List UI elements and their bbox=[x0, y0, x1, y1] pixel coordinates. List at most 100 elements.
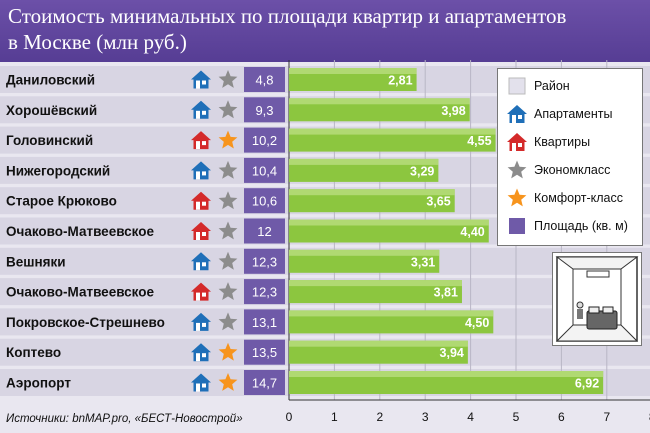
bar-value-label: 4,50 bbox=[465, 316, 489, 330]
x-tick-label: 8 bbox=[649, 410, 650, 424]
house-door bbox=[196, 110, 200, 119]
category-label: Очаково-Матвеевское bbox=[6, 285, 154, 300]
bar-value-label: 3,94 bbox=[440, 346, 464, 360]
area-label: 14,7 bbox=[252, 376, 277, 391]
star-shape bbox=[218, 342, 238, 361]
chart-title: Стоимость минимальных по площади квартир… bbox=[8, 3, 644, 55]
star-orange-icon bbox=[218, 373, 238, 391]
house-door bbox=[196, 292, 200, 301]
area-box bbox=[244, 218, 285, 244]
house-red-icon bbox=[507, 133, 527, 151]
area-label: 10,2 bbox=[252, 133, 277, 148]
star-gray-icon bbox=[218, 191, 238, 210]
house-door bbox=[196, 383, 200, 392]
district-swatch-icon bbox=[508, 77, 526, 95]
bar-value-label: 4,40 bbox=[460, 225, 484, 239]
x-tick-label: 0 bbox=[286, 410, 293, 424]
house-red-icon bbox=[191, 131, 211, 150]
house-blue-icon bbox=[191, 252, 211, 271]
legend-label-flats: Квартиры bbox=[534, 135, 591, 149]
house-window bbox=[202, 353, 206, 358]
area-label: 12 bbox=[257, 224, 271, 239]
star-shape bbox=[218, 100, 238, 119]
house-door bbox=[196, 322, 200, 331]
area-box bbox=[244, 279, 285, 305]
bar-highlight bbox=[289, 219, 489, 226]
bar-value-label: 3,29 bbox=[410, 164, 434, 178]
x-tick-label: 4 bbox=[467, 410, 474, 424]
legend-label-apartments: Апартаменты bbox=[534, 107, 613, 121]
area-box bbox=[244, 370, 285, 395]
category-label: Головинский bbox=[6, 133, 93, 148]
star-shape bbox=[218, 160, 238, 179]
house-window bbox=[202, 292, 206, 297]
category-label: Коптево bbox=[6, 345, 61, 360]
bar-highlight bbox=[289, 310, 494, 317]
legend-label-economy: Экономкласс bbox=[534, 163, 611, 177]
bar-value-label: 3,98 bbox=[441, 104, 465, 118]
star-shape bbox=[218, 221, 238, 240]
x-tick-label: 6 bbox=[558, 410, 565, 424]
star-shape bbox=[218, 312, 238, 331]
area-label: 4,8 bbox=[255, 73, 273, 88]
house-window bbox=[202, 110, 206, 115]
category-label: Хорошёвский bbox=[6, 103, 97, 118]
source-note: Источники: bnMAP.pro, «БЕСТ-Новострой» bbox=[6, 413, 243, 425]
area-label: 13,1 bbox=[252, 315, 277, 330]
title-line-1: Стоимость минимальных по площади квартир… bbox=[8, 4, 567, 28]
house-blue-icon bbox=[191, 70, 211, 89]
category-label: Вешняки bbox=[6, 254, 66, 269]
legend-label-comfort: Комфорт-класс bbox=[534, 191, 623, 205]
bar-value-label: 4,55 bbox=[467, 134, 491, 148]
house-door bbox=[196, 171, 200, 180]
category-label: Даниловский bbox=[6, 73, 95, 88]
house-blue-icon bbox=[507, 105, 527, 123]
area-box bbox=[244, 67, 285, 92]
bar-value-label: 3,65 bbox=[426, 195, 450, 209]
star-shape bbox=[218, 373, 238, 391]
area-box bbox=[244, 339, 285, 365]
bar-highlight bbox=[289, 340, 468, 347]
star-orange-icon bbox=[218, 342, 238, 361]
star-gray-icon bbox=[218, 251, 238, 270]
legend-item-flats: Квартиры bbox=[506, 131, 590, 153]
category-label: Покровское-Стрешнево bbox=[6, 315, 165, 330]
star-gray-icon bbox=[218, 160, 238, 179]
legend-item-area: Площадь (кв. м) bbox=[506, 215, 628, 237]
house-door bbox=[196, 80, 200, 89]
house-red-icon bbox=[191, 282, 211, 301]
x-tick-label: 5 bbox=[513, 410, 520, 424]
house-window bbox=[202, 141, 206, 146]
x-tick-label: 1 bbox=[331, 410, 338, 424]
house-door bbox=[196, 353, 200, 362]
star-shape bbox=[218, 191, 238, 210]
area-box bbox=[244, 309, 285, 335]
house-blue-icon bbox=[191, 312, 211, 331]
area-label: 12,3 bbox=[252, 254, 277, 269]
area-label: 10,4 bbox=[252, 163, 277, 178]
x-tick-label: 2 bbox=[376, 410, 383, 424]
category-label: Очаково-Матвеевское bbox=[6, 224, 154, 239]
category-label: Нижегородский bbox=[6, 163, 110, 178]
house-blue-icon bbox=[191, 100, 211, 119]
bar-highlight bbox=[289, 249, 440, 256]
house-blue-icon bbox=[191, 373, 211, 392]
title-line-2: в Москве (млн руб.) bbox=[8, 30, 187, 54]
area-box bbox=[244, 97, 285, 123]
legend-item-comfort: Комфорт-класс bbox=[506, 187, 623, 209]
house-window bbox=[202, 322, 206, 327]
area-label: 9,3 bbox=[255, 103, 273, 118]
legend-item-district: Район bbox=[506, 75, 570, 97]
bar-highlight bbox=[289, 280, 462, 287]
house-window bbox=[202, 171, 206, 176]
x-tick-label: 3 bbox=[422, 410, 429, 424]
legend-label-district: Район bbox=[534, 79, 570, 93]
area-box bbox=[244, 188, 285, 214]
star-gray-icon bbox=[507, 160, 527, 179]
star-orange-icon bbox=[507, 188, 527, 207]
bar-value-label: 3,81 bbox=[434, 286, 458, 300]
house-blue-icon bbox=[191, 161, 211, 180]
bar-highlight bbox=[289, 98, 470, 105]
bar-highlight bbox=[289, 189, 455, 196]
house-red-icon bbox=[191, 191, 211, 210]
